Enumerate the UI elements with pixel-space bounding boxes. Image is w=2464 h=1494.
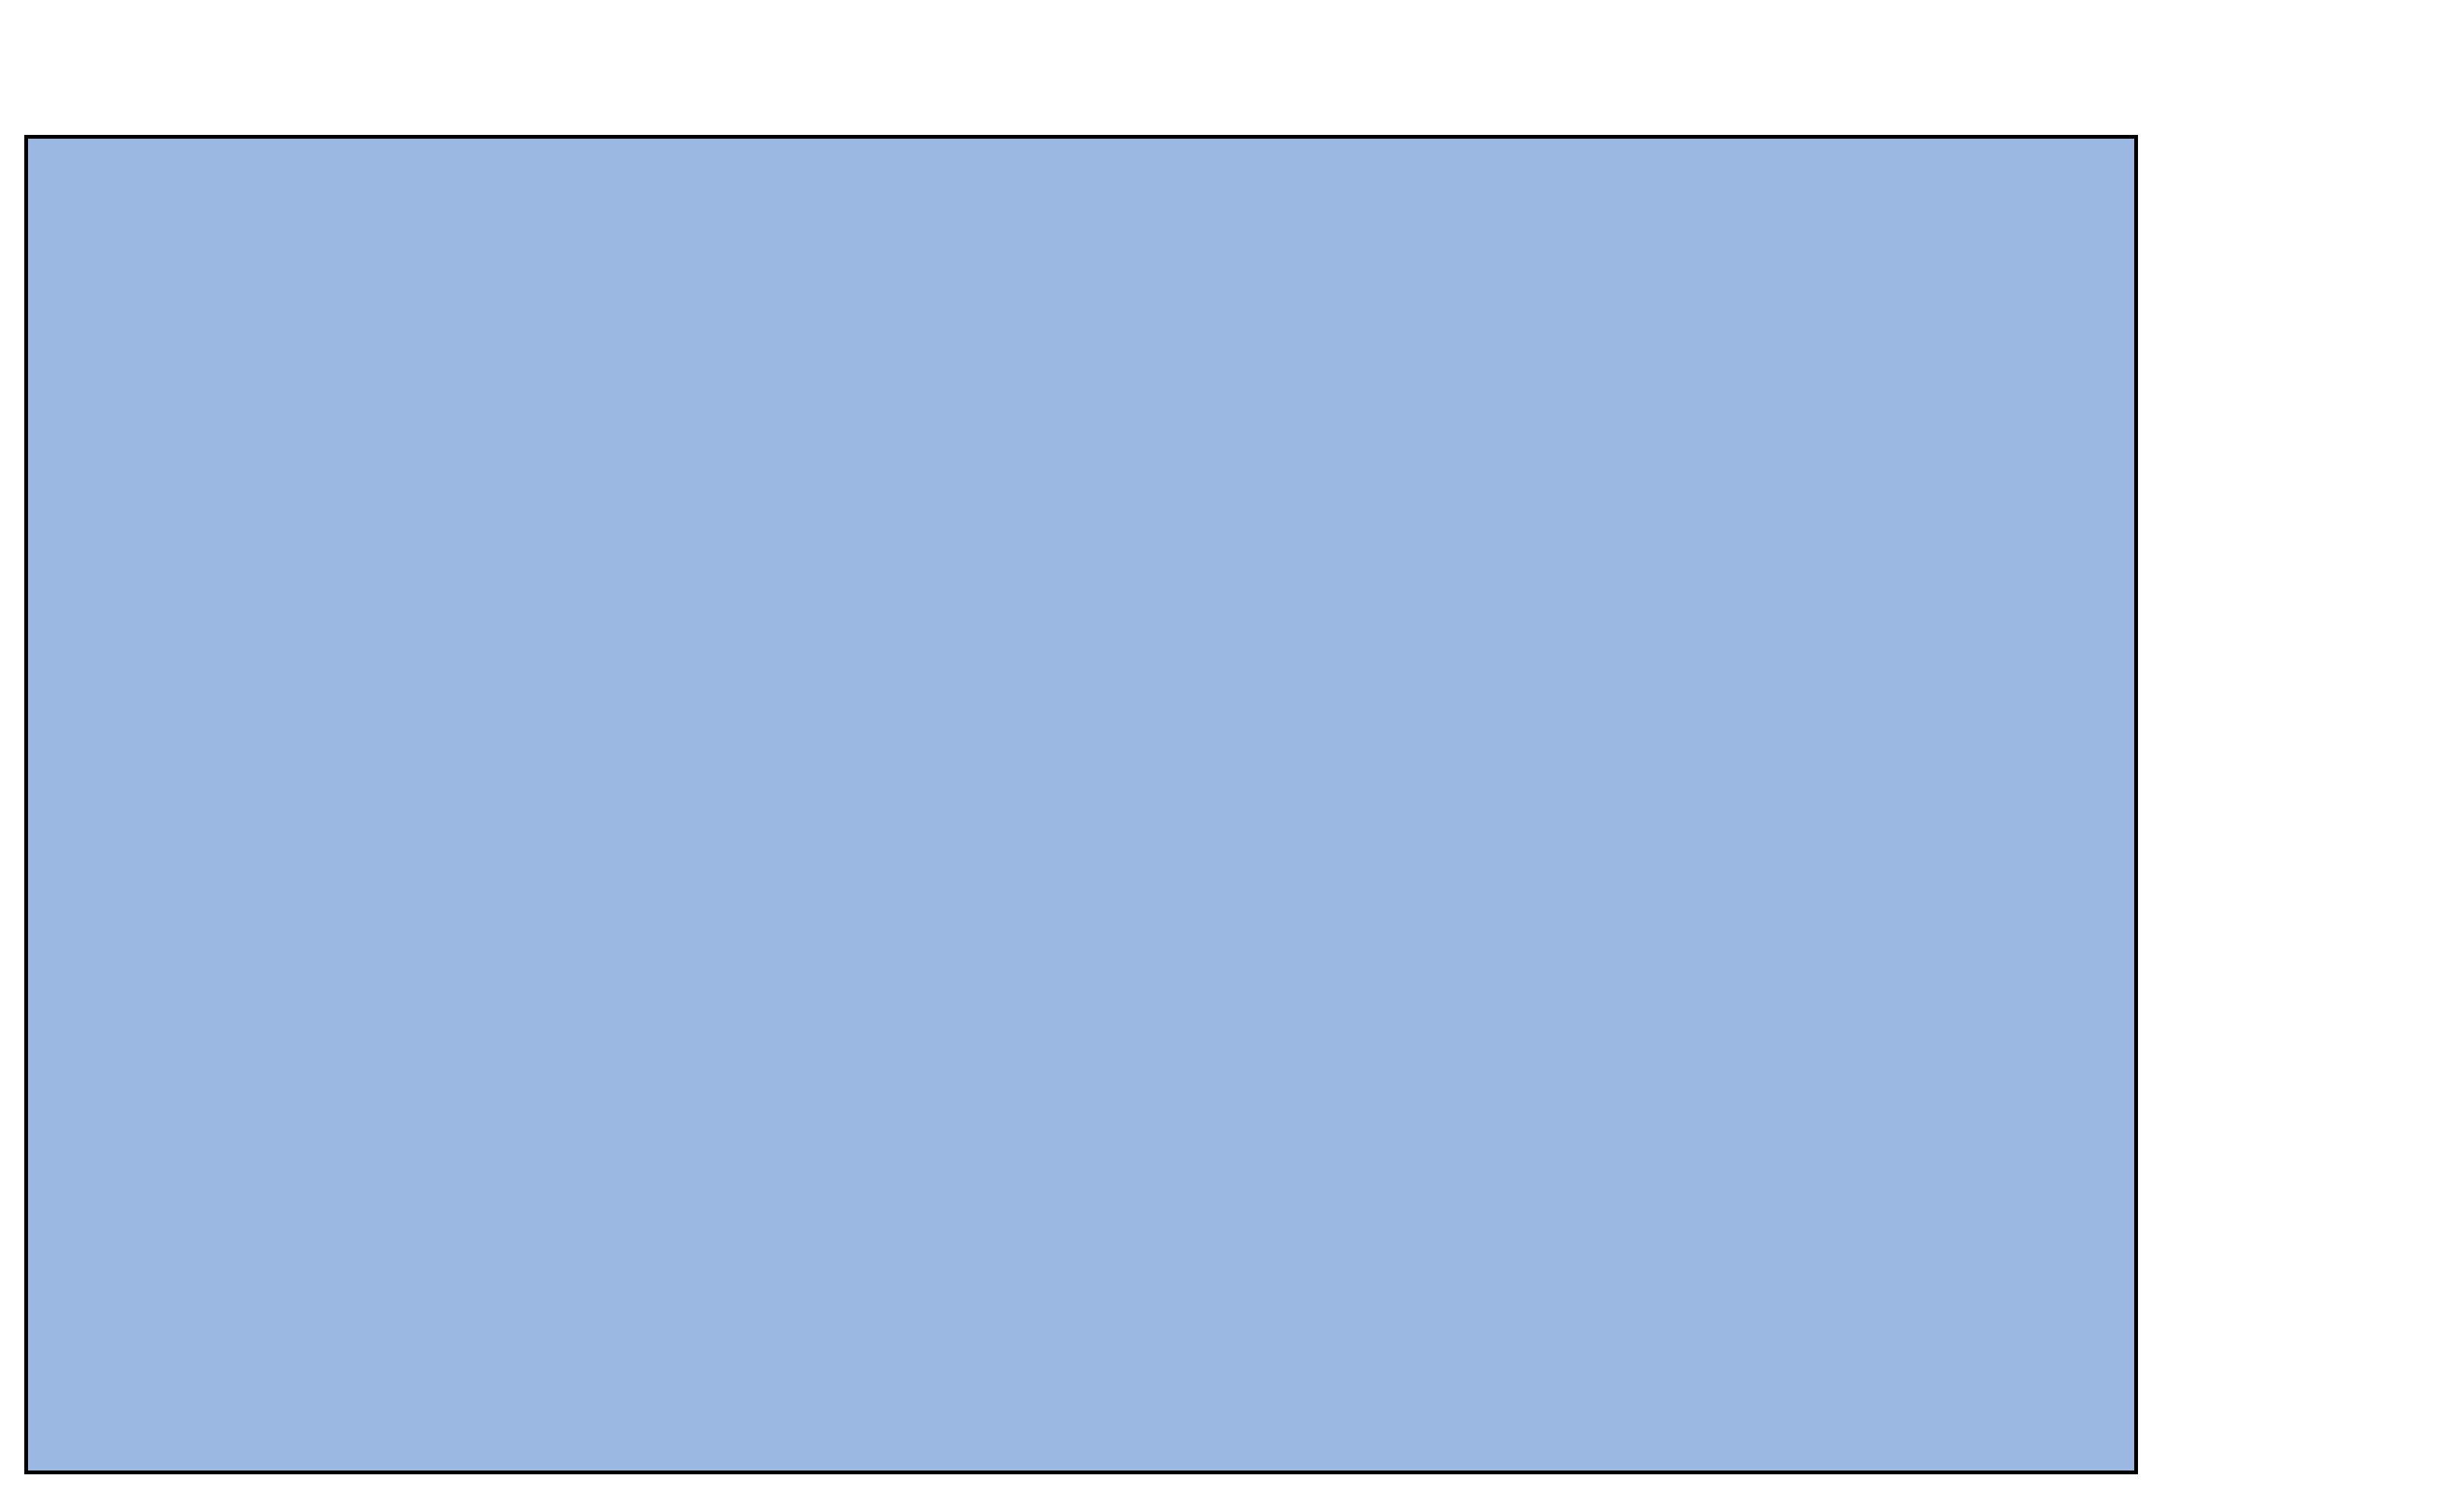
colorbar-bands[interactable] <box>2269 292 2328 1314</box>
colorbar-outline <box>2269 292 2328 1314</box>
colorbar <box>2263 227 2460 1380</box>
hit-rate-heatmap-layer <box>28 139 2134 1471</box>
map-axes <box>24 135 2138 1474</box>
